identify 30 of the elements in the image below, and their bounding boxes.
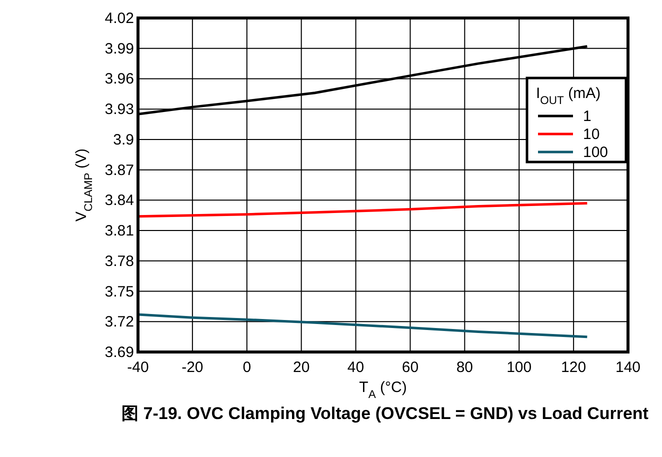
y-tick-label: 3.69 bbox=[104, 344, 134, 361]
y-tick-label: 3.78 bbox=[104, 252, 134, 270]
y-tick-label: 4.02 bbox=[104, 10, 134, 27]
y-tick-label: 3.72 bbox=[104, 314, 134, 331]
x-tick-label: 80 bbox=[456, 359, 474, 376]
y-tick-label: 3.93 bbox=[104, 101, 134, 118]
text: 图 7-19. OVC Clamping Voltage (OVCSEL = GND) vs Load Current bbox=[120, 404, 650, 424]
y-tick-label: 3.84 bbox=[104, 192, 134, 210]
y-tick-label: 3.75 bbox=[104, 283, 134, 300]
x-tick-label: 140 bbox=[615, 359, 641, 376]
x-tick-label: 0 bbox=[242, 359, 252, 376]
y-tick-label: 3.99 bbox=[104, 40, 134, 58]
x-tick-label: 100 bbox=[506, 359, 532, 376]
line-series bbox=[136, 313, 588, 338]
y-tick-label: 3.96 bbox=[104, 70, 134, 88]
y-tick-label: 3.87 bbox=[104, 162, 134, 179]
x-tick-label: -20 bbox=[182, 359, 204, 376]
legend-label: 1 bbox=[583, 108, 592, 125]
line-series bbox=[136, 202, 588, 218]
x-axis-title: T$_{A}$ (°C) bbox=[359, 379, 407, 401]
x-tick-label: 20 bbox=[292, 359, 310, 376]
legend-label: 10 bbox=[583, 126, 600, 143]
legend-label: 100 bbox=[583, 144, 608, 161]
x-tick-label: 120 bbox=[561, 359, 586, 376]
x-tick-label: 60 bbox=[402, 359, 419, 376]
x-tick-label: -40 bbox=[127, 359, 149, 376]
x-tick-label: 40 bbox=[347, 359, 364, 376]
legend-title: I$_{OUT}$ (mA) bbox=[536, 85, 601, 107]
y-tick-label: 3.9 bbox=[113, 131, 134, 148]
y-tick-label: 3.81 bbox=[104, 222, 134, 240]
